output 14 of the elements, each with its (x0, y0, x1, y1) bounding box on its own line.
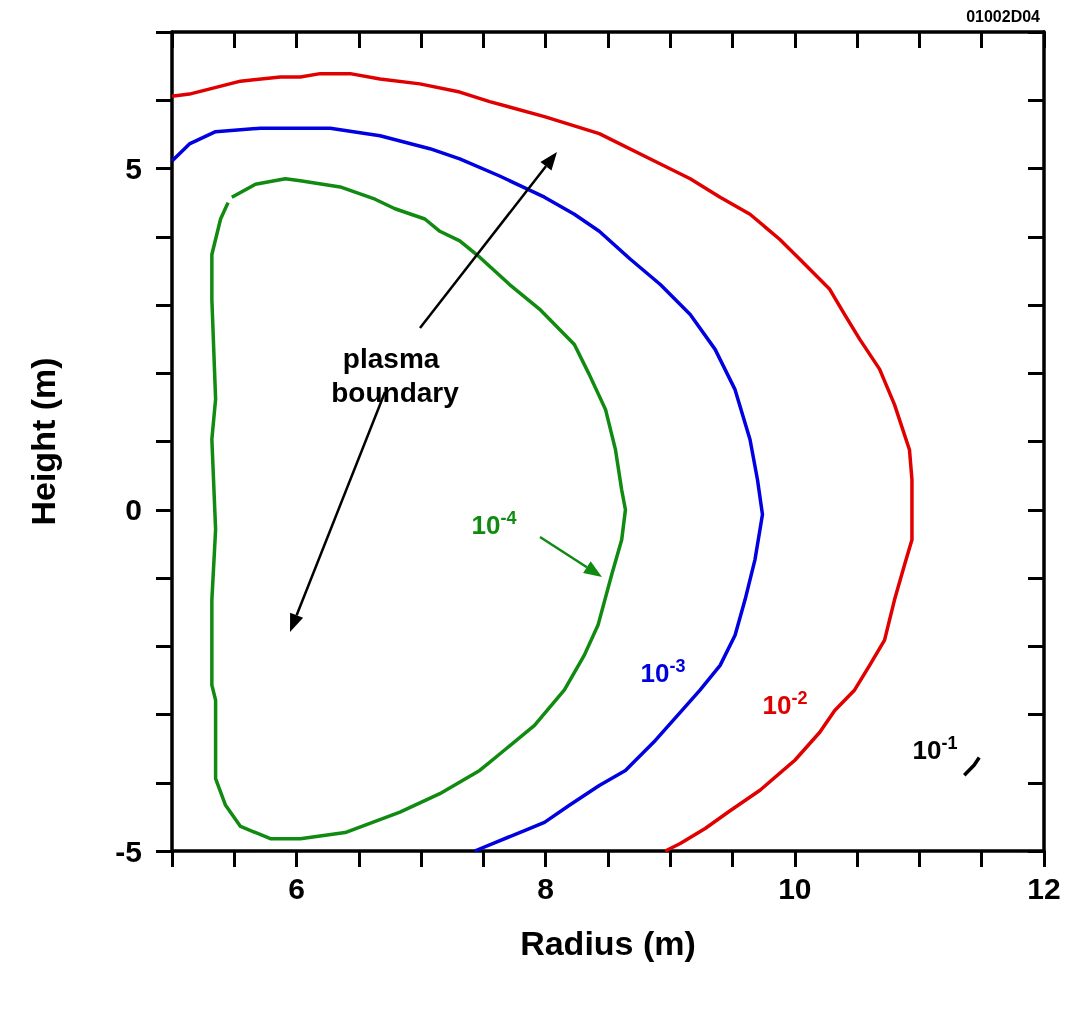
x-axis-title: Radius (m) (520, 924, 696, 962)
y-tick-label: -5 (115, 834, 142, 868)
line-series (210, 176, 628, 841)
text: 01002D04 (966, 7, 1041, 25)
x-tick-label: 12 (1027, 871, 1061, 905)
x-tick-label: 6 (288, 871, 305, 905)
y-tick-label: 0 (125, 493, 142, 527)
line-series (170, 126, 765, 853)
annotation: plasma boundary (331, 342, 460, 408)
x-tick-label: 10 (778, 871, 812, 905)
y-axis-title: Height (m) (24, 357, 62, 526)
x-tick-label: 8 (537, 871, 555, 905)
line-series (170, 71, 914, 853)
y-tick-label: 5 (125, 152, 142, 185)
